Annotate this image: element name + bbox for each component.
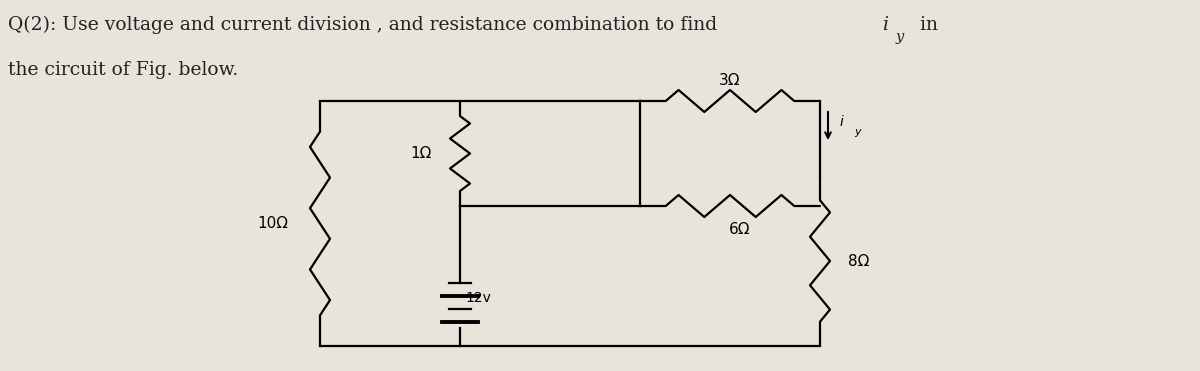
Text: y: y xyxy=(896,30,905,44)
Text: 6Ω: 6Ω xyxy=(730,222,751,237)
Text: 12v: 12v xyxy=(464,291,491,305)
Text: 8Ω: 8Ω xyxy=(848,253,869,269)
Text: i: i xyxy=(882,16,888,34)
Text: 3Ω: 3Ω xyxy=(719,73,740,88)
Text: Q(2): Use voltage and current division , and resistance combination to find: Q(2): Use voltage and current division ,… xyxy=(8,16,724,34)
Text: 10Ω: 10Ω xyxy=(257,216,288,231)
Text: y: y xyxy=(854,127,860,137)
Text: i: i xyxy=(840,115,844,129)
Text: in: in xyxy=(914,16,938,34)
Text: the circuit of Fig. below.: the circuit of Fig. below. xyxy=(8,61,239,79)
Text: 1Ω: 1Ω xyxy=(410,146,432,161)
